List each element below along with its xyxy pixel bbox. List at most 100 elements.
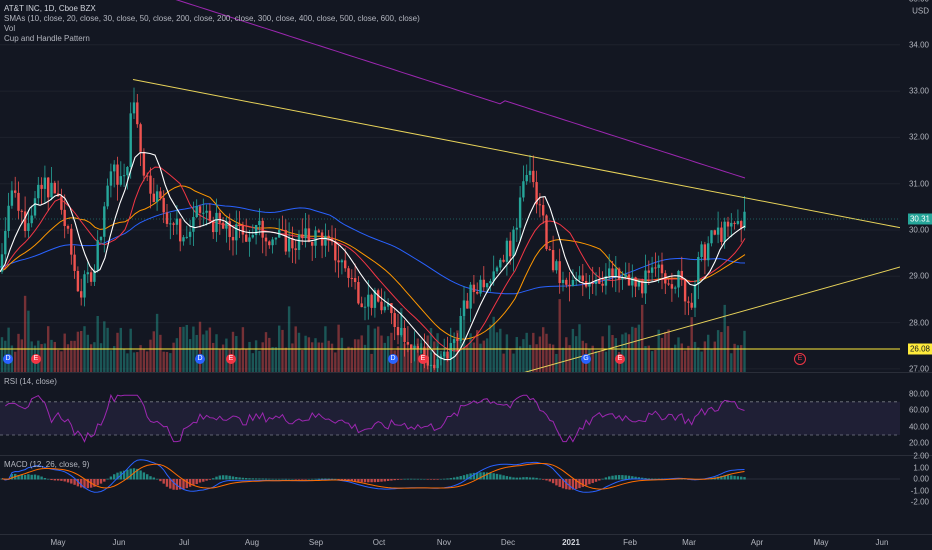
volume-bar — [416, 338, 419, 372]
volume-bar — [175, 338, 179, 372]
rsi-chart[interactable] — [0, 373, 900, 455]
volume-bar — [515, 337, 518, 372]
candle-body — [535, 182, 538, 205]
price-tick-label: 27.00 — [908, 364, 929, 374]
price-axis[interactable]: USD 37.0036.0035.0034.0033.0032.0031.003… — [900, 0, 932, 374]
macd-histogram-bar — [27, 474, 30, 480]
volume-bar — [86, 334, 89, 372]
candle-body — [598, 280, 601, 284]
earnings-event-marker[interactable]: E — [226, 354, 236, 364]
candle-body — [274, 237, 278, 240]
volume-bar — [634, 327, 637, 372]
future-earnings-event-marker[interactable]: E — [794, 353, 806, 365]
macd-legend[interactable]: MACD (12, 26, close, 9) — [4, 460, 90, 469]
candle-body — [172, 223, 175, 225]
volume-bar — [146, 351, 149, 372]
earnings-event-marker[interactable]: E — [418, 354, 428, 364]
macd-histogram-bar — [221, 475, 225, 480]
macd-histogram-bar — [136, 468, 139, 480]
earnings-event-marker[interactable]: E — [615, 354, 625, 364]
symbol-title[interactable]: AT&T INC, 1D, Cboe BZX — [4, 4, 96, 13]
candle-body — [446, 351, 449, 359]
macd-histogram-bar — [284, 478, 287, 480]
rsi-axis[interactable]: 80.00 60.00 40.00 20.00 — [900, 373, 932, 455]
candle-body — [512, 229, 515, 257]
macd-histogram-bar — [472, 472, 476, 480]
dividend-event-marker[interactable]: G — [581, 354, 591, 364]
volume-bar — [641, 304, 644, 372]
volume-bar — [518, 346, 522, 372]
volume-bar — [93, 342, 96, 372]
time-axis-label: Apr — [750, 538, 764, 547]
candle-body — [680, 270, 683, 279]
macd-histogram-bar — [591, 479, 594, 484]
time-axis-label: Dec — [500, 538, 516, 547]
volume-bar — [66, 344, 70, 372]
macd-histogram-bar — [538, 478, 542, 480]
dividend-event-marker[interactable]: D — [3, 354, 13, 364]
candle-body — [149, 175, 152, 194]
volume-bar — [179, 327, 182, 372]
candle-body — [208, 210, 212, 221]
volume-bar — [132, 352, 136, 372]
price-chart[interactable] — [0, 0, 900, 372]
macd-histogram-bar — [86, 479, 89, 489]
macd-histogram-bar — [393, 479, 396, 481]
candle-body — [502, 259, 505, 262]
upper-trendline — [132, 79, 900, 229]
candle-body — [654, 267, 657, 269]
volume-bar — [601, 336, 604, 372]
macd-histogram-bar — [542, 479, 545, 480]
pane-divider[interactable] — [0, 455, 932, 456]
rsi-tick-label: 20.00 — [908, 438, 929, 448]
volume-bar — [383, 342, 386, 372]
volume-bar — [403, 343, 406, 372]
macd-histogram-bar — [304, 479, 307, 480]
pattern-legend[interactable]: Cup and Handle Pattern — [4, 34, 90, 43]
rsi-line — [5, 393, 745, 443]
earnings-event-marker[interactable]: E — [31, 354, 41, 364]
rsi-pane[interactable] — [0, 373, 900, 455]
candle-body — [555, 261, 558, 271]
candle-body — [10, 190, 14, 206]
candle-body — [350, 277, 353, 279]
volume-bar — [208, 327, 212, 372]
candle-body — [403, 327, 406, 343]
candle-body — [730, 222, 733, 227]
candle-body — [89, 272, 93, 282]
macd-histogram-bar — [617, 475, 621, 480]
macd-histogram-bar — [604, 477, 608, 480]
candle-body — [594, 280, 598, 284]
volume-bar — [505, 334, 509, 372]
macd-histogram-bar — [545, 479, 548, 481]
price-tick-label: 31.00 — [908, 179, 929, 189]
candle-body — [492, 271, 495, 282]
volume-bar — [443, 351, 446, 372]
sma-legend[interactable]: SMAs (10, close, 20, close, 30, close, 5… — [4, 14, 420, 23]
dividend-event-marker[interactable]: D — [388, 354, 398, 364]
macd-histogram-bar — [251, 478, 254, 480]
volume-bar — [126, 353, 129, 372]
candle-body — [670, 284, 674, 289]
volume-bar — [231, 331, 235, 372]
pane-divider[interactable] — [0, 372, 932, 373]
macd-axis[interactable]: 2.00 1.00 0.00 -1.00 -2.00 — [900, 452, 932, 534]
rsi-legend[interactable]: RSI (14, close) — [4, 377, 57, 386]
macd-histogram-bar — [535, 477, 538, 480]
price-pane[interactable] — [0, 0, 900, 372]
volume-bar — [169, 353, 172, 372]
macd-histogram-bar — [548, 479, 551, 482]
volume-bar — [532, 332, 535, 372]
volume-bar — [479, 343, 482, 372]
macd-chart[interactable] — [0, 456, 900, 534]
volume-bar — [188, 339, 192, 372]
volume-bar — [76, 331, 80, 372]
vol-legend[interactable]: Vol — [4, 24, 16, 33]
macd-pane[interactable] — [0, 456, 900, 534]
macd-histogram-bar — [215, 476, 218, 480]
candle-body — [195, 206, 198, 218]
macd-histogram-bar — [743, 477, 746, 480]
volume-bar — [360, 335, 363, 372]
dividend-event-marker[interactable]: D — [195, 354, 205, 364]
